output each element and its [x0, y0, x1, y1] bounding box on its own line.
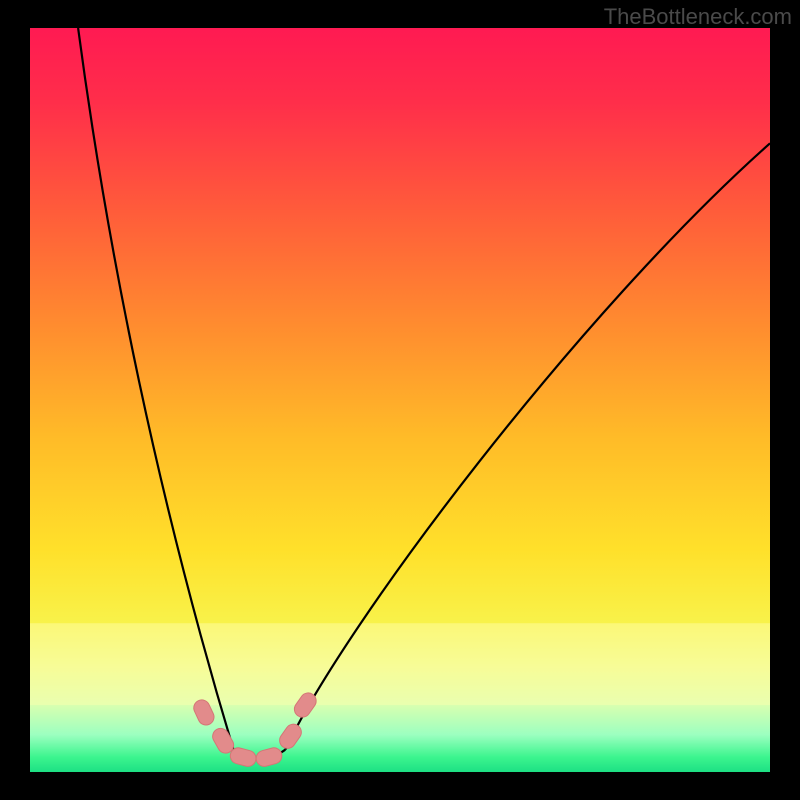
chart-container: TheBottleneck.com: [0, 0, 800, 800]
watermark-text: TheBottleneck.com: [604, 4, 792, 30]
bottleneck-chart: [0, 0, 800, 800]
